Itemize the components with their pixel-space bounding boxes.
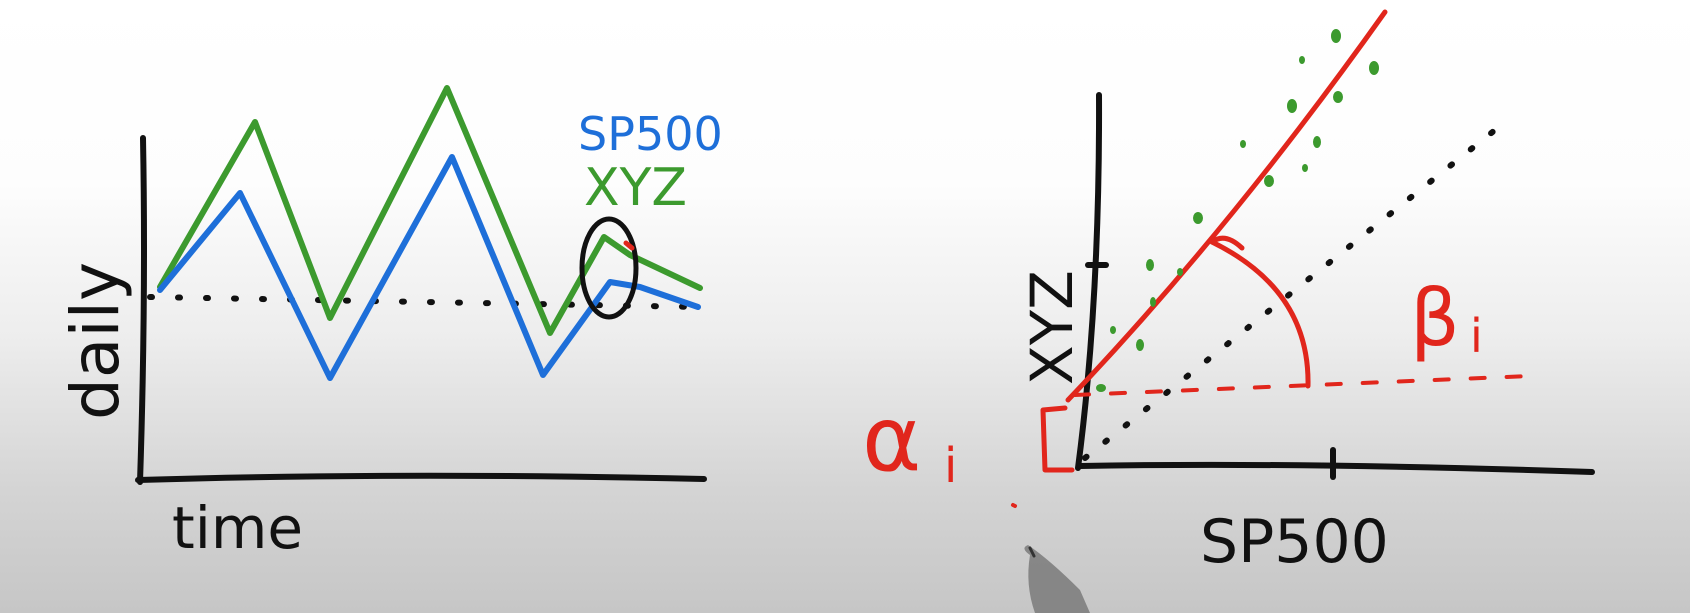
scatter-point	[1299, 56, 1305, 64]
scatter-point	[1302, 164, 1308, 172]
right-xlabel: SP500	[1200, 507, 1389, 577]
regression-line	[1065, 9, 1388, 403]
red-dot-mark	[1011, 503, 1017, 508]
scatter-point	[1150, 297, 1156, 307]
scatter-point	[1136, 339, 1144, 351]
scatter-point	[1110, 326, 1116, 334]
scatter-point	[1193, 212, 1203, 224]
xyz-series-line	[157, 85, 703, 336]
legend-xyz: XYZ	[584, 158, 687, 218]
scatter-point	[1096, 384, 1106, 392]
excess-return-circle	[579, 216, 639, 320]
red-horizontal-dashed	[1073, 374, 1532, 397]
right-ylabel: XYZ	[1018, 270, 1086, 385]
scatter-point	[1331, 29, 1341, 43]
left-y-axis	[137, 135, 147, 485]
beta-arc-start	[1209, 235, 1245, 251]
left-xlabel: time	[172, 494, 303, 562]
left-baseline-dotted	[147, 294, 703, 310]
scatter-point	[1264, 175, 1274, 187]
left-plot	[135, 85, 707, 485]
beta-subscript: i	[1470, 309, 1483, 363]
legend-sp500: SP500	[578, 107, 723, 161]
beta-symbol: β	[1410, 274, 1460, 364]
left-x-axis	[135, 472, 707, 483]
alpha-subscript: i	[944, 438, 957, 494]
right-plot	[1011, 9, 1595, 508]
scatter-point	[1313, 136, 1321, 148]
scatter-point	[1369, 61, 1379, 75]
left-ylabel: daily	[57, 262, 134, 420]
scatter-point	[1240, 140, 1246, 148]
pen-tip-icon	[1024, 545, 1090, 613]
alpha-bracket	[1040, 405, 1075, 473]
red-tick-mark	[623, 240, 635, 251]
xyz-scatter-points	[1096, 29, 1379, 392]
scatter-point	[1287, 99, 1297, 113]
scatter-point	[1177, 268, 1183, 276]
right-y-axis	[1075, 92, 1103, 471]
beta-angle-arc	[1209, 239, 1311, 389]
alpha-symbol: α	[862, 387, 921, 492]
scatter-point	[1146, 259, 1154, 271]
right-x-axis	[1077, 461, 1595, 475]
scatter-point	[1333, 91, 1343, 103]
